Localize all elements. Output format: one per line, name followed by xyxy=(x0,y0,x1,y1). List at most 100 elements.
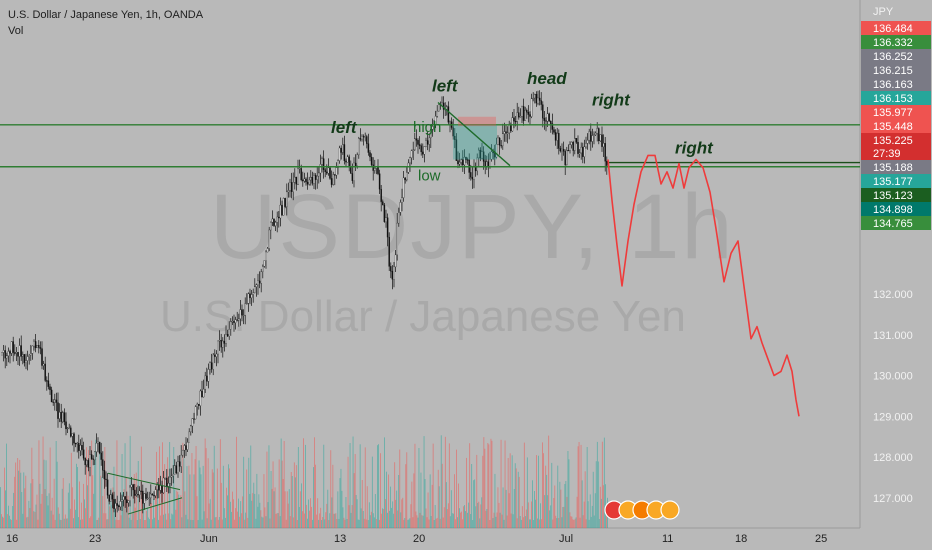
candle-body xyxy=(58,412,61,419)
volume-bar xyxy=(495,516,497,528)
volume-bar xyxy=(117,520,119,528)
volume-bar xyxy=(546,474,548,528)
volume-bar xyxy=(121,454,123,528)
price-label-14[interactable] xyxy=(861,216,931,230)
trend-line[interactable] xyxy=(437,101,511,167)
price-label-6[interactable] xyxy=(861,91,931,105)
candle-body xyxy=(431,126,434,130)
price-label-1[interactable] xyxy=(861,21,931,35)
volume-bar xyxy=(68,483,70,528)
volume-bar xyxy=(189,474,191,528)
volume-bar xyxy=(110,488,112,528)
candle-body xyxy=(302,179,304,182)
volume-bar xyxy=(102,496,104,528)
candle-body xyxy=(297,168,299,185)
candle-body xyxy=(508,124,510,134)
price-label-4[interactable] xyxy=(861,63,931,77)
annotation-head-3[interactable]: head xyxy=(527,69,567,88)
volume-bar xyxy=(582,515,584,528)
candle-body xyxy=(15,352,18,354)
wedge-line-upper[interactable] xyxy=(107,472,181,491)
volume-bar xyxy=(406,452,408,528)
annotation-right-4[interactable]: right xyxy=(592,91,631,110)
annotation-left-2[interactable]: left xyxy=(432,77,459,96)
candle-body xyxy=(246,303,248,305)
candle-body xyxy=(300,168,302,181)
price-axis-currency[interactable]: JPY xyxy=(873,6,894,18)
candle-body xyxy=(409,157,411,164)
price-label-11[interactable] xyxy=(861,174,931,188)
volume-bar xyxy=(556,518,558,528)
volume-bar xyxy=(83,483,84,528)
volume-bar xyxy=(558,518,560,528)
volume-bar xyxy=(422,515,424,528)
volume-bar xyxy=(279,516,281,528)
candle-body xyxy=(202,388,205,398)
price-label-12[interactable] xyxy=(861,188,931,202)
volume-bar xyxy=(328,520,330,528)
volume-bar xyxy=(124,443,126,528)
volume-bar xyxy=(336,519,338,528)
volume-label[interactable]: Vol xyxy=(8,25,24,37)
volume-bar xyxy=(188,465,190,528)
candle-body xyxy=(137,494,139,496)
volume-bar xyxy=(486,509,488,528)
price-label-9[interactable] xyxy=(861,133,931,160)
volume-bar xyxy=(47,505,49,528)
annotation-low-7[interactable]: low xyxy=(418,168,441,185)
candle-body xyxy=(535,94,538,104)
candle-body xyxy=(550,121,552,124)
volume-bar xyxy=(441,463,443,528)
price-label-10[interactable] xyxy=(861,160,931,174)
volume-bar xyxy=(226,487,227,528)
wedge-line-lower[interactable] xyxy=(127,497,183,515)
volume-bar xyxy=(292,517,294,528)
volume-bar xyxy=(129,435,131,528)
candle-body xyxy=(44,363,46,381)
volume-bar xyxy=(311,506,312,528)
candle-body xyxy=(42,363,45,366)
candle-body xyxy=(151,493,154,496)
volume-bar xyxy=(315,464,316,528)
candle-body xyxy=(126,499,128,504)
volume-bar xyxy=(526,457,528,528)
volume-bar xyxy=(420,472,422,528)
event-icon[interactable] xyxy=(660,500,680,520)
price-label-2[interactable] xyxy=(861,35,931,49)
candle-body xyxy=(102,459,104,471)
symbol-title[interactable]: U.S. Dollar / Japanese Yen, 1h, OANDA xyxy=(8,9,204,21)
candle-body xyxy=(473,166,475,180)
volume-bar xyxy=(208,503,210,528)
price-label-7[interactable] xyxy=(861,105,931,119)
volume-bar xyxy=(493,512,495,528)
volume-bar xyxy=(173,447,175,528)
volume-bar xyxy=(87,485,88,528)
volume-bar xyxy=(327,489,329,528)
price-label-3[interactable] xyxy=(861,49,931,63)
volume-bar xyxy=(128,517,130,528)
volume-bar xyxy=(467,512,468,528)
volume-bar xyxy=(92,475,94,528)
volume-bar xyxy=(235,508,236,528)
volume-bar xyxy=(265,516,267,528)
annotation-right-5[interactable]: right xyxy=(675,138,714,157)
volume-bar xyxy=(145,510,147,528)
volume-bar xyxy=(425,508,427,528)
price-label-5[interactable] xyxy=(861,77,931,91)
price-label-8[interactable] xyxy=(861,119,931,133)
volume-bar xyxy=(417,517,419,528)
volume-bar xyxy=(362,511,364,528)
volume-bar xyxy=(590,516,592,528)
projection-path[interactable] xyxy=(607,154,800,417)
volume-bar xyxy=(579,517,581,528)
volume-bar xyxy=(60,520,62,528)
volume-bar xyxy=(213,445,215,528)
annotation-high-6[interactable]: high xyxy=(413,119,441,136)
annotation-left-1[interactable]: left xyxy=(331,118,358,137)
volume-bar xyxy=(386,471,387,528)
volume-bar xyxy=(185,514,187,528)
price-label-13[interactable] xyxy=(861,202,931,216)
candle-body xyxy=(161,485,163,493)
